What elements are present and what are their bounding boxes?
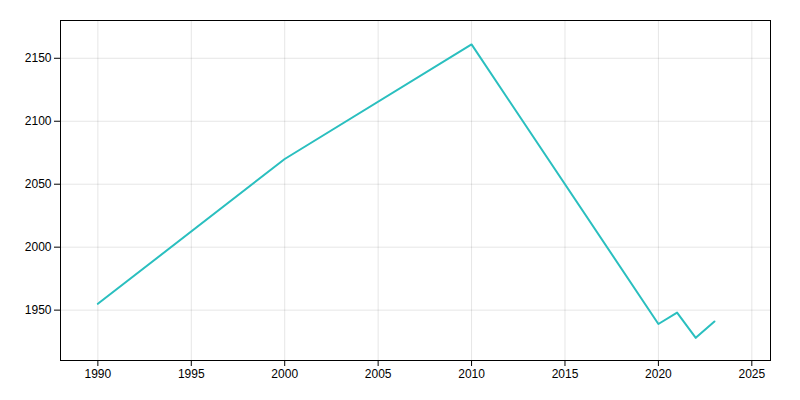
svg-text:2020: 2020 [645, 367, 672, 381]
svg-text:1950: 1950 [25, 303, 52, 317]
svg-text:2150: 2150 [25, 51, 52, 65]
svg-text:2050: 2050 [25, 177, 52, 191]
svg-text:2010: 2010 [458, 367, 485, 381]
svg-text:2025: 2025 [738, 367, 765, 381]
svg-text:2005: 2005 [365, 367, 392, 381]
svg-text:1995: 1995 [178, 367, 205, 381]
svg-text:1990: 1990 [85, 367, 112, 381]
svg-text:2000: 2000 [25, 240, 52, 254]
svg-text:2100: 2100 [25, 114, 52, 128]
svg-text:2000: 2000 [271, 367, 298, 381]
svg-text:2015: 2015 [552, 367, 579, 381]
